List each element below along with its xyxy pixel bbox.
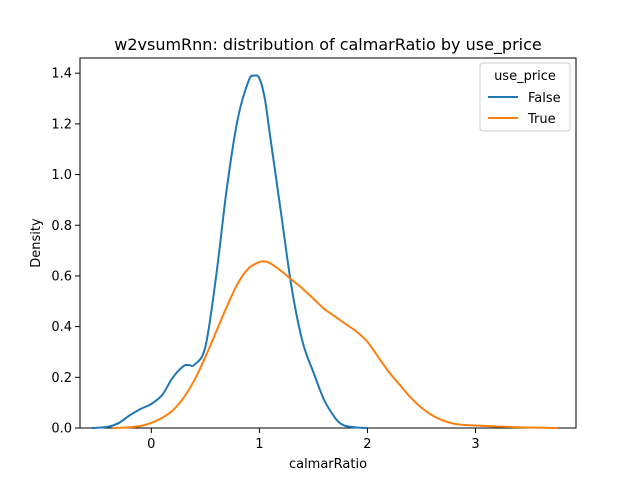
y-tick-label: 1.0 bbox=[51, 168, 72, 183]
y-tick-label: 1.2 bbox=[51, 117, 72, 132]
legend-title: use_price bbox=[494, 69, 556, 84]
x-axis-label: calmarRatio bbox=[289, 457, 367, 472]
x-tick-label: 3 bbox=[471, 437, 479, 452]
legend-box bbox=[479, 62, 571, 132]
y-tick-label: 0.4 bbox=[51, 320, 72, 335]
legend-label-true: True bbox=[527, 112, 556, 127]
plot-area bbox=[79, 57, 577, 429]
chart-title: w2vsumRnn: distribution of calmarRatio b… bbox=[114, 35, 541, 55]
y-tick-label: 0.2 bbox=[51, 371, 72, 386]
series-line-true bbox=[112, 260, 558, 429]
legend: use_price False True bbox=[479, 62, 571, 132]
x-tick-label: 0 bbox=[147, 437, 155, 452]
legend-label-false: False bbox=[528, 91, 561, 106]
axis-layer: 0 1 2 3 0.0 0.2 0.4 0.6 0.8 1.0 1.2 1.4 bbox=[51, 67, 479, 452]
series-layer bbox=[90, 74, 558, 429]
x-tick-label: 2 bbox=[363, 437, 371, 452]
y-tick-label: 0.8 bbox=[51, 219, 72, 234]
y-axis-label: Density bbox=[29, 218, 44, 268]
y-tick-label: 0.6 bbox=[51, 269, 72, 284]
x-tick-label: 1 bbox=[255, 437, 263, 452]
y-tick-label: 1.4 bbox=[51, 67, 72, 82]
y-tick-label: 0.0 bbox=[51, 422, 72, 437]
series-line-false bbox=[90, 74, 369, 429]
